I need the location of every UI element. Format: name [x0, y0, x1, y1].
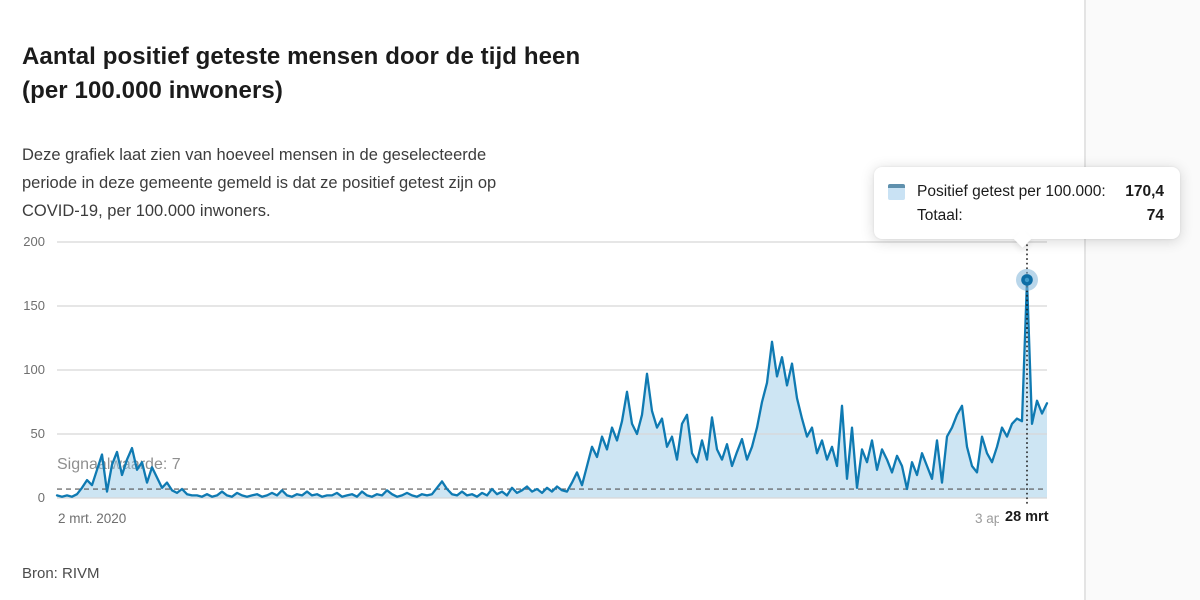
- y-tick-label-50: 50: [30, 426, 45, 441]
- selected-date-label: 28 mrt: [999, 507, 1055, 527]
- x-axis-start-label: 2 mrt. 2020: [58, 511, 127, 526]
- page-edge-divider: [1084, 0, 1086, 600]
- y-tick-label-200: 200: [23, 234, 45, 249]
- series-swatch-icon: [888, 184, 905, 200]
- tooltip-total-value: 74: [1146, 207, 1164, 224]
- selected-point-core: [1024, 277, 1030, 283]
- source-note: Bron: RIVM: [22, 565, 100, 582]
- tooltip-metric-value: 170,4: [1125, 183, 1164, 200]
- series-line: [55, 278, 1049, 498]
- chart-tooltip: Positief getest per 100.000: 170,4 Totaa…: [874, 167, 1180, 239]
- y-tick-label-0: 0: [37, 490, 45, 505]
- tooltip-total-row: Totaal: 74: [888, 204, 1164, 228]
- chart-title: Aantal positief geteste mensen door de t…: [22, 43, 581, 105]
- area-fill: [57, 279, 1047, 498]
- page-right-margin: [1086, 0, 1200, 600]
- x-axis-end-label: 3 ap: [975, 511, 1002, 526]
- tooltip-metric-label: Positief getest per 100.000:: [917, 183, 1106, 200]
- y-tick-label-100: 100: [23, 362, 45, 377]
- tooltip-total-label: Totaal:: [917, 207, 963, 224]
- tooltip-metric-row: Positief getest per 100.000: 170,4: [888, 180, 1164, 204]
- y-tick-label-150: 150: [23, 298, 45, 313]
- chart-description: Deze grafiek laat zien van hoeveel mense…: [22, 145, 497, 220]
